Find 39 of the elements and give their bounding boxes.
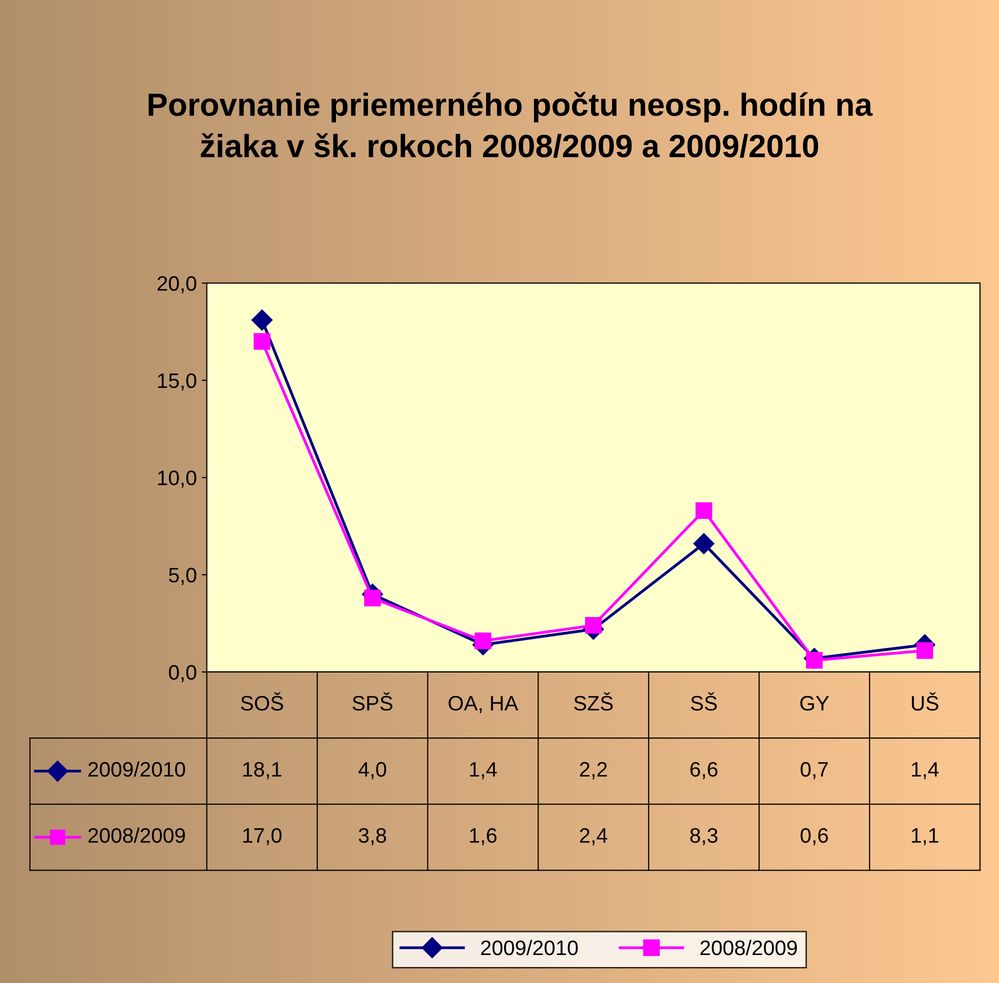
point: [696, 502, 712, 519]
point: [474, 632, 492, 650]
point: [585, 616, 602, 634]
legend-label: 2008/2009: [88, 828, 185, 843]
data-label: 3,8: [358, 828, 386, 846]
point: [254, 333, 270, 350]
data-label: 2,2: [580, 762, 607, 780]
legend-label: 2009/2010: [88, 761, 186, 777]
data-label: 1,6: [470, 828, 497, 846]
point: [916, 642, 934, 659]
x-tick-label: SZŠ: [574, 692, 613, 711]
data-label: 8,3: [690, 828, 718, 846]
text: 2009/2010: [481, 940, 578, 956]
x-tick-label: OA, HA: [448, 696, 518, 714]
data-label: 4,0: [358, 762, 386, 780]
y-tick-label: 20,0: [158, 276, 196, 294]
x-tick-label: SOŠ: [240, 692, 284, 711]
y-tick-label: 5,0: [168, 568, 196, 585]
x-tick-label: SŠ: [690, 692, 717, 711]
y-tick-label: 15,0: [158, 373, 196, 391]
x-tick-label: SPŠ: [352, 692, 392, 711]
data-label: 2,4: [580, 828, 608, 846]
point: [252, 310, 273, 331]
data-label: 0,7: [800, 762, 828, 780]
y-tick-label: 10,0: [158, 470, 196, 488]
x-tick-label: UŠ: [912, 692, 938, 711]
data-label: 1,4: [912, 762, 939, 780]
point: [364, 590, 381, 606]
data-label: 1,4: [470, 762, 497, 780]
y-tick-label: 0,0: [168, 664, 196, 682]
data-label: 18,1: [243, 762, 282, 780]
chart-title: Porovnanie priemerného počtu neosp. hodín na žiaka v šk. rokoch 2008/2009 a 2009/2010: [148, 92, 873, 158]
point: [693, 533, 714, 554]
data-label: 6,6: [690, 762, 718, 780]
data-label: 0,6: [800, 828, 828, 846]
x-tick-label: GY: [800, 696, 829, 711]
text: 2008/2009: [700, 940, 797, 956]
data-label: 17,0: [243, 828, 282, 846]
data-label: 1,1: [912, 828, 938, 846]
